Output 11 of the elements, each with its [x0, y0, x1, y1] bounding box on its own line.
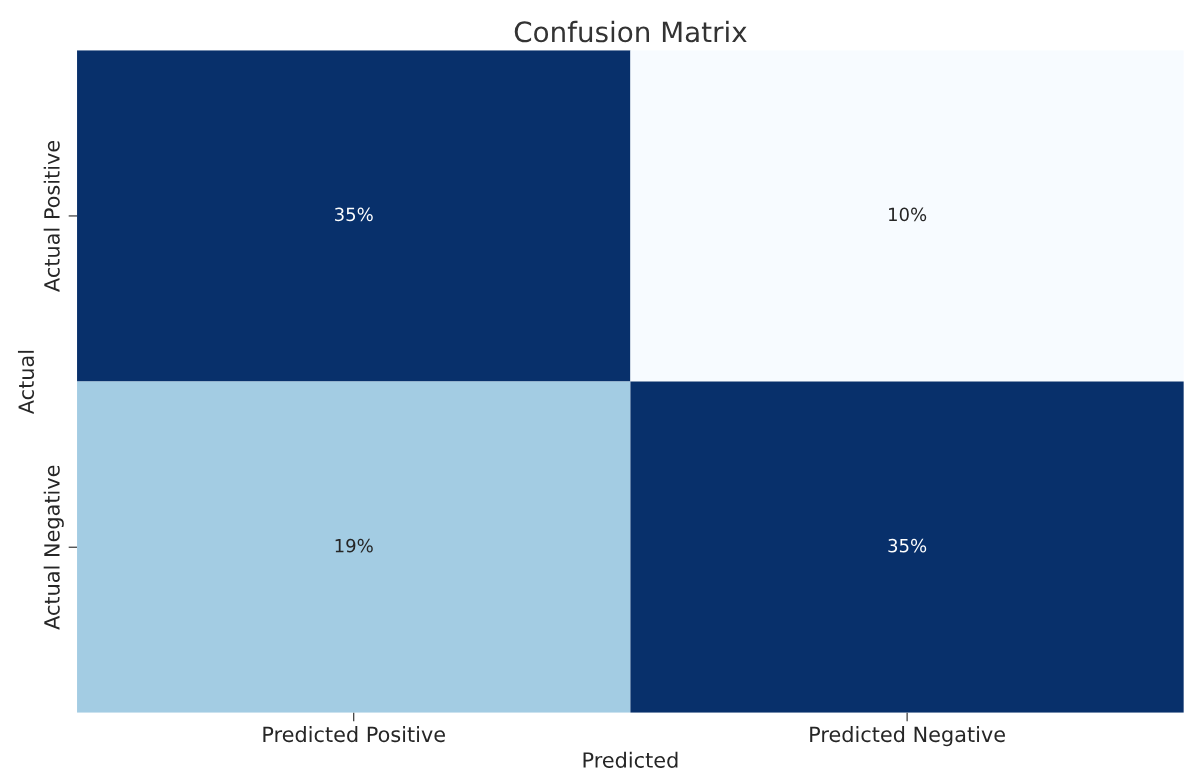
y-axis-title: Actual [17, 350, 35, 415]
x-tick-label: Predicted Negative [810, 726, 1005, 747]
chart-title: Confusion Matrix [514, 20, 747, 43]
data-label: 35% [335, 207, 373, 222]
x-axis-title: Predicted [583, 751, 678, 768]
y-tick-label: Actual Positive [43, 140, 60, 292]
y-tick-label: Actual Negative [43, 465, 64, 630]
data-label: 35% [888, 538, 927, 553]
x-tick-label: Predicted Positive [263, 726, 445, 743]
data-label: 10% [889, 207, 927, 222]
data-label: 19% [335, 538, 373, 553]
